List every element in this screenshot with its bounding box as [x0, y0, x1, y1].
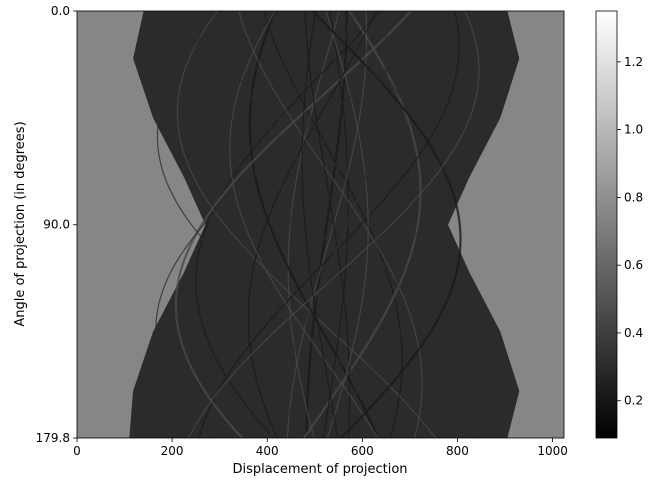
y-tick-label: 0.0 — [51, 4, 70, 18]
x-tick-label: 600 — [351, 444, 374, 458]
colorbar-tick-label: 0.8 — [624, 190, 643, 204]
sinogram-trace — [198, 11, 460, 438]
sinogram-trace — [303, 11, 422, 438]
plot-area — [76, 10, 565, 439]
colorbar-tick-label: 0.6 — [624, 258, 643, 272]
sinogram-trace — [177, 11, 496, 438]
sinogram-trace — [156, 11, 430, 438]
y-tick-label: 179.8 — [36, 431, 70, 445]
colorbar-gradient — [595, 10, 618, 439]
sinogram-trace — [325, 11, 369, 438]
sinogram-trace — [247, 11, 377, 438]
x-tick-label: 1000 — [537, 444, 568, 458]
sinogram-trace — [248, 11, 380, 438]
y-axis-label: Angle of projection (in degrees) — [13, 121, 28, 326]
colorbar: 0.2 0.4 0.6 0.8 1.0 1.2 — [595, 10, 643, 439]
sinogram-trace — [304, 11, 351, 438]
colorbar-tick-label: 0.4 — [624, 326, 643, 340]
sinogram-trace — [311, 11, 462, 438]
sinogram-trace — [155, 11, 446, 438]
x-tick-label: 800 — [446, 444, 469, 458]
sinogram-trace — [287, 11, 340, 438]
y-tick-label: 90.0 — [43, 218, 70, 232]
sinogram-trace — [267, 11, 356, 438]
y-axis: 0.0 90.0 179.8 — [36, 4, 77, 445]
sinogram-trace — [305, 11, 348, 438]
colorbar-tick-label: 1.0 — [624, 123, 643, 137]
x-axis-label: Displacement of projection — [232, 462, 407, 477]
x-tick-label: 200 — [161, 444, 184, 458]
sinogram-trace — [238, 11, 423, 438]
x-axis: 0 200 400 600 800 1000 — [73, 438, 568, 458]
x-tick-label: 0 — [73, 444, 81, 458]
sinogram-trace — [174, 11, 412, 438]
sinogram-trace — [214, 11, 440, 438]
sinogram-trace — [176, 11, 437, 438]
x-tick-label: 400 — [256, 444, 279, 458]
sinogram-object-region — [129, 11, 520, 438]
colorbar-tick-label: 0.2 — [624, 394, 643, 408]
sinogram-trace — [213, 11, 443, 438]
colorbar-axis: 0.2 0.4 0.6 0.8 1.0 1.2 — [617, 55, 643, 408]
sinogram-image — [129, 11, 520, 438]
sinogram-trace — [318, 11, 442, 438]
sinogram-trace — [229, 11, 379, 438]
colorbar-tick-label: 1.2 — [624, 55, 643, 69]
sinogram-trace — [301, 11, 339, 438]
sinogram-trace — [195, 11, 381, 438]
sinogram-trace — [188, 11, 480, 438]
sinogram-trace — [269, 11, 388, 438]
